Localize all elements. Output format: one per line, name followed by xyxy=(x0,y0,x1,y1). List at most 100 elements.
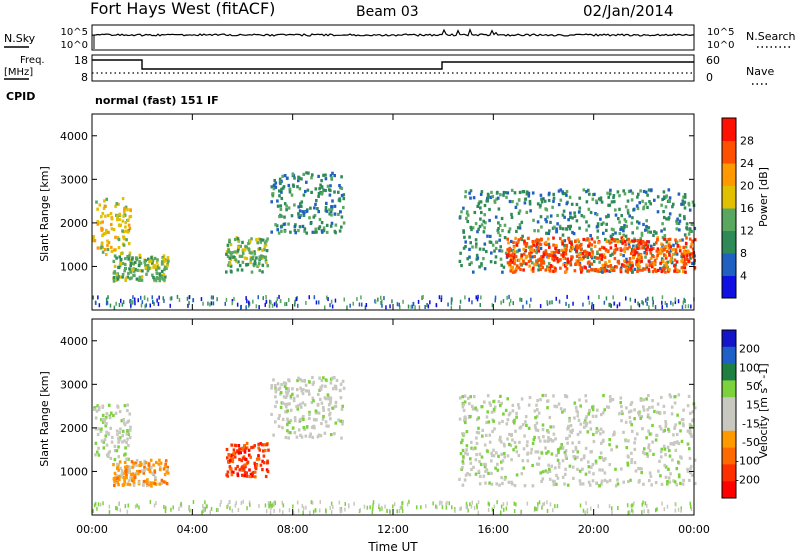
ground-scatter-cell xyxy=(441,505,444,510)
echo-cell xyxy=(103,419,106,423)
echo-cell xyxy=(560,443,563,447)
echo-cell xyxy=(339,388,342,393)
echo-cell xyxy=(596,222,600,226)
echo-cell xyxy=(100,242,104,246)
echo-cell xyxy=(584,417,588,421)
echo-cell xyxy=(464,190,468,194)
ground-scatter-cell xyxy=(371,510,374,515)
echo-cell xyxy=(559,236,562,241)
echo-cell xyxy=(682,255,685,259)
echo-cell xyxy=(230,470,234,474)
echo-cell xyxy=(117,238,121,242)
echo-cell xyxy=(600,479,604,483)
echo-cell xyxy=(515,415,518,419)
noise-sky-trace xyxy=(91,27,695,49)
echo-cell xyxy=(469,225,473,229)
echo-cell xyxy=(625,257,628,261)
ground-scatter-cell xyxy=(642,500,644,505)
echo-cell xyxy=(552,425,555,429)
ground-scatter-cell xyxy=(690,507,693,512)
echo-cell xyxy=(503,236,507,240)
echo-cell xyxy=(226,243,230,247)
echo-cell xyxy=(140,462,143,467)
echo-cell xyxy=(650,244,653,248)
ground-scatter-cell xyxy=(429,300,431,305)
echo-cell xyxy=(686,227,689,231)
echo-cell xyxy=(494,466,497,470)
echo-cell xyxy=(591,479,595,483)
echo-cell xyxy=(631,231,634,235)
echo-cell xyxy=(660,269,664,274)
ground-scatter-cell xyxy=(417,299,420,304)
ground-scatter-cell xyxy=(647,509,650,514)
echo-cell xyxy=(654,481,658,485)
echo-cell xyxy=(600,456,604,460)
echo-cell xyxy=(555,453,558,458)
echo-cell xyxy=(460,467,463,471)
echo-cell xyxy=(665,240,669,244)
echo-cell xyxy=(292,396,296,400)
echo-cell xyxy=(247,247,250,251)
echo-cell xyxy=(475,253,479,257)
echo-cell xyxy=(253,444,256,448)
echo-cell xyxy=(93,407,96,411)
echo-cell xyxy=(551,479,555,483)
echo-cell xyxy=(590,262,594,266)
echo-cell xyxy=(577,440,581,444)
echo-cell xyxy=(333,376,336,380)
echo-cell xyxy=(225,270,228,274)
echo-cell xyxy=(578,206,582,210)
echo-cell xyxy=(688,229,692,233)
ytick-label: 1000 xyxy=(60,465,88,478)
echo-cell xyxy=(241,251,245,255)
echo-cell xyxy=(328,208,331,212)
echo-cell xyxy=(511,409,515,413)
echo-cell xyxy=(599,451,603,455)
echo-cell xyxy=(648,479,651,483)
echo-cell xyxy=(628,260,631,264)
echo-cell xyxy=(105,252,108,257)
echo-cell xyxy=(683,195,687,199)
ground-scatter-cell xyxy=(292,504,294,509)
echo-cell xyxy=(249,472,253,476)
ground-scatter-cell xyxy=(212,295,214,300)
echo-cell xyxy=(318,376,321,380)
echo-cell xyxy=(107,432,111,436)
echo-cell xyxy=(536,408,539,412)
echo-cell xyxy=(97,427,101,431)
echo-cell xyxy=(499,435,502,439)
echo-cell xyxy=(250,270,254,274)
echo-cell xyxy=(113,444,117,448)
ground-scatter-cell xyxy=(157,302,160,307)
echo-cell xyxy=(333,229,337,233)
ground-scatter-cell xyxy=(334,298,337,303)
echo-cell xyxy=(461,405,465,409)
echo-cell xyxy=(639,239,642,243)
echo-cell xyxy=(127,257,130,261)
echo-cell xyxy=(638,264,641,268)
echo-cell xyxy=(106,247,110,252)
ground-scatter-cell xyxy=(644,501,647,506)
echo-cell xyxy=(606,405,609,409)
echo-cell xyxy=(496,196,500,200)
echo-cell xyxy=(677,221,681,225)
echo-cell xyxy=(480,190,484,194)
echo-cell xyxy=(320,421,323,426)
echo-cell xyxy=(648,263,651,267)
echo-cell xyxy=(600,222,603,226)
ground-scatter-cell xyxy=(520,298,523,302)
ground-scatter-cell xyxy=(288,298,290,302)
echo-cell xyxy=(117,483,120,487)
echo-cell xyxy=(259,240,262,244)
echo-cell xyxy=(294,419,297,423)
ground-scatter-cell xyxy=(414,305,416,310)
echo-cell xyxy=(553,225,556,229)
echo-cell xyxy=(515,266,518,270)
echo-cell xyxy=(111,435,114,439)
echo-cell xyxy=(630,423,633,427)
echo-cell xyxy=(663,447,667,451)
echo-cell xyxy=(462,402,466,407)
echo-cell xyxy=(661,222,664,226)
echo-cell xyxy=(482,230,486,234)
echo-cell xyxy=(579,248,583,252)
